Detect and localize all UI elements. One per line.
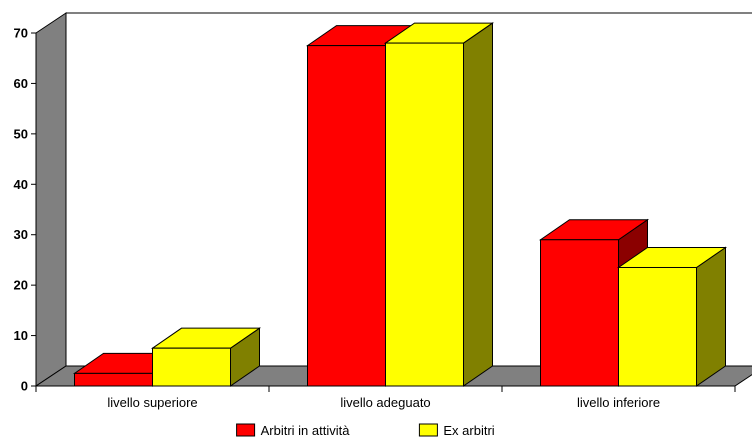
y-tick-label: 60 [14,76,28,91]
y-tick-label: 40 [14,177,28,192]
x-tick-label: livello superiore [107,395,197,410]
x-tick-label: livello inferiore [577,395,660,410]
legend-swatch [418,423,438,437]
y-tick-label: 10 [14,328,28,343]
legend-swatch [236,423,256,437]
chart-bars [72,22,728,387]
y-tick-label: 70 [14,26,28,41]
legend-label: Ex arbitri [443,423,494,438]
y-tick-label: 50 [14,126,28,141]
legend-label: Arbitri in attività [261,423,351,438]
y-tick-label: 20 [14,278,28,293]
y-tick-label: 0 [21,379,28,394]
side-wall [35,12,67,387]
legend-item: Ex arbitri [418,423,495,438]
chart-legend: Arbitri in attività Ex arbitri [236,423,495,438]
bar [616,246,728,387]
chart-axis: 0 10 20 30 40 50 60 70 livello superiore livello … [14,26,736,410]
y-tick-label: 30 [14,227,28,242]
x-tick-label: livello adeguato [340,395,430,410]
legend-item: Arbitri in attività [236,423,351,438]
bar [383,22,495,387]
bar [150,327,262,387]
